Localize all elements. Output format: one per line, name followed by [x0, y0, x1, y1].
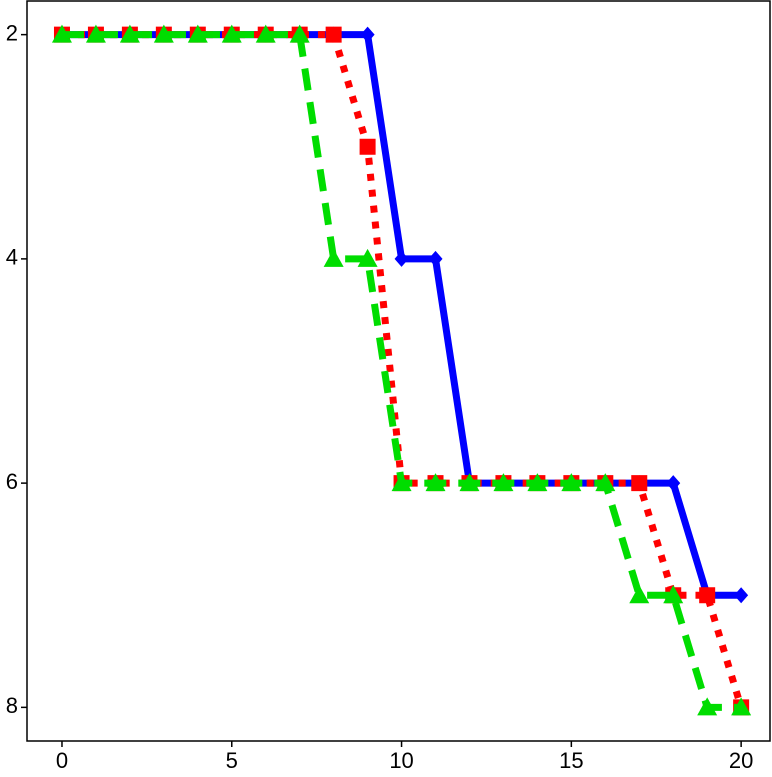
series-line: [61, 31, 745, 709]
point: [629, 585, 650, 604]
point: [697, 697, 718, 716]
point: [595, 473, 616, 492]
point: [51, 24, 72, 43]
point: [391, 473, 412, 492]
y-tick-label: 6: [6, 469, 18, 494]
point: [119, 24, 140, 43]
series-line: [61, 31, 742, 711]
y-tick-label: 4: [6, 245, 18, 270]
y-tick-label: 8: [6, 693, 18, 718]
point: [699, 587, 716, 604]
point: [187, 24, 208, 43]
series-line: [61, 31, 742, 599]
point: [527, 473, 548, 492]
point: [357, 248, 378, 267]
point: [663, 585, 684, 604]
point: [734, 587, 749, 604]
x-tick-label: 15: [559, 748, 583, 772]
x-tick-label: 5: [226, 748, 238, 772]
point: [323, 248, 344, 267]
point: [394, 250, 409, 267]
point: [428, 250, 443, 267]
point: [561, 473, 582, 492]
point: [360, 26, 375, 43]
point: [221, 24, 242, 43]
point: [731, 697, 752, 716]
point: [631, 475, 648, 492]
x-tick-label: 0: [56, 748, 68, 772]
point: [459, 473, 480, 492]
point: [425, 473, 446, 492]
point: [325, 26, 342, 43]
point: [255, 24, 276, 43]
x-tick-label: 10: [389, 748, 413, 772]
point: [359, 138, 376, 155]
point: [153, 24, 174, 43]
point: [289, 24, 310, 43]
point: [85, 24, 106, 43]
point: [493, 473, 514, 492]
y-tick-label: 2: [6, 20, 18, 45]
point: [666, 475, 681, 492]
plot-frame: [26, 0, 771, 742]
x-tick-label: 20: [729, 748, 753, 772]
